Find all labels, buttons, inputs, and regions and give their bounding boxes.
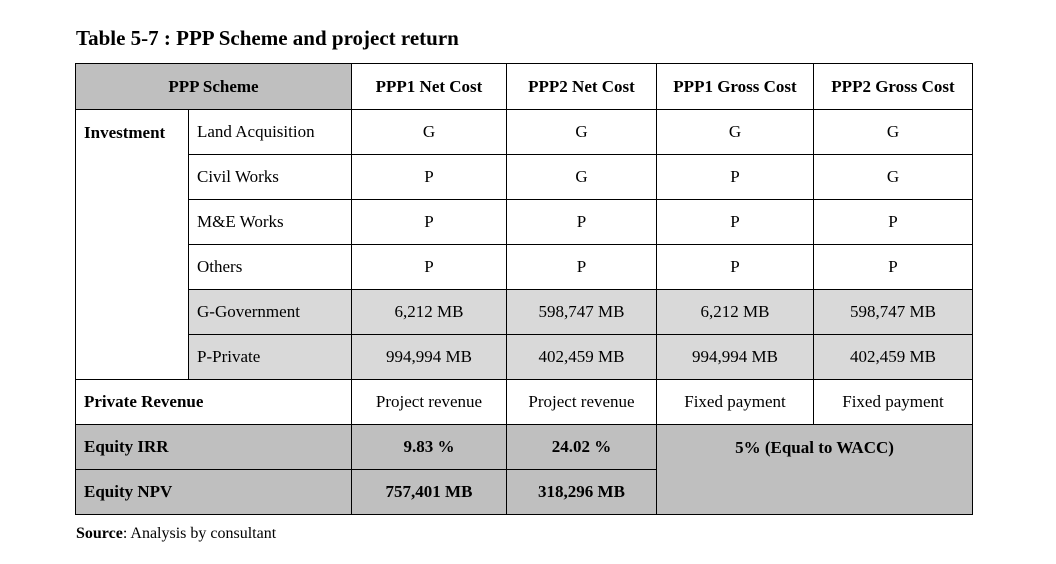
equity-npv-label: Equity NPV: [75, 469, 352, 515]
table-cell: Fixed payment: [813, 379, 973, 425]
table-row: Others P P P P: [76, 244, 973, 290]
table-cell: P: [813, 244, 973, 290]
header-ppp-scheme: PPP Scheme: [75, 63, 352, 110]
header-ppp1-gross-cost: PPP1 Gross Cost: [656, 63, 814, 110]
table-cell: Project revenue: [351, 379, 507, 425]
equity-npv-ppp2-net: 318,296 MB: [506, 469, 657, 515]
table-cell: 6,212 MB: [351, 289, 507, 335]
table-cell: 598,747 MB: [813, 289, 973, 335]
table-row: Equity IRR 9.83 % 24.02 % 5% (Equal to W…: [75, 424, 973, 515]
table-cell: P: [813, 199, 973, 245]
equity-irr-gross: 5% (Equal to WACC): [656, 424, 973, 515]
private-revenue-label: Private Revenue: [75, 379, 352, 425]
table-row: Private Revenue Project revenue Project …: [75, 379, 973, 425]
table-cell: P: [656, 154, 814, 200]
table-row: P-Private 994,994 MB 402,459 MB 994,994 …: [75, 334, 973, 380]
table-cell: P: [506, 199, 657, 245]
header-row: PPP Scheme PPP1 Net Cost PPP2 Net Cost P…: [75, 63, 973, 110]
equity-irr-label: Equity IRR: [75, 424, 352, 470]
table-cell: 994,994 MB: [656, 334, 814, 380]
table-cell: 598,747 MB: [506, 289, 657, 335]
table-cell: G: [656, 109, 814, 155]
equity-irr-ppp1-net: 9.83 %: [351, 424, 507, 470]
table-cell: P: [656, 244, 814, 290]
table-cell: G: [506, 109, 657, 155]
table-cell: G: [506, 154, 657, 200]
source-text: Analysis by consultant: [127, 525, 277, 542]
equity-irr-ppp2-net: 24.02 %: [506, 424, 657, 470]
header-ppp2-gross-cost: PPP2 Gross Cost: [813, 63, 973, 110]
row-label-private: P-Private: [188, 334, 352, 380]
table-cell: P: [351, 199, 507, 245]
table-cell: Project revenue: [506, 379, 657, 425]
table-cell: P: [656, 199, 814, 245]
source-label: Source: [76, 525, 123, 542]
row-label-others: Others: [188, 244, 352, 290]
row-label-me-works: M&E Works: [188, 199, 352, 245]
table-cell: 6,212 MB: [656, 289, 814, 335]
table-cell: 402,459 MB: [813, 334, 973, 380]
table-cell: G: [813, 154, 973, 200]
table-cell: Fixed payment: [656, 379, 814, 425]
row-label-civil-works: Civil Works: [188, 154, 352, 200]
header-ppp1-net-cost: PPP1 Net Cost: [351, 63, 507, 110]
table-cell: 994,994 MB: [351, 334, 507, 380]
table-cell: P: [351, 154, 507, 200]
ppp-scheme-table: PPP Scheme PPP1 Net Cost PPP2 Net Cost P…: [75, 63, 973, 515]
source-separator: :: [122, 525, 128, 542]
table-caption: Table 5-7 : PPP Scheme and project retur…: [76, 26, 459, 50]
table-cell: 402,459 MB: [506, 334, 657, 380]
table-cell: G: [813, 109, 973, 155]
table-cell: G: [351, 109, 507, 155]
source-note: Source: Analysis by consultant: [76, 525, 276, 543]
row-label-land-acquisition: Land Acquisition: [188, 109, 352, 155]
table-row: Civil Works P G P G: [76, 154, 973, 200]
table-cell: P: [351, 244, 507, 290]
header-ppp2-net-cost: PPP2 Net Cost: [506, 63, 657, 110]
table-row: M&E Works P P P P: [76, 199, 973, 245]
table-row: Investment Land Acquisition G G G G: [75, 109, 973, 380]
table-row: G-Government 6,212 MB 598,747 MB 6,212 M…: [75, 289, 973, 335]
row-label-government: G-Government: [188, 289, 352, 335]
equity-npv-ppp1-net: 757,401 MB: [351, 469, 507, 515]
investment-label: Investment: [75, 109, 189, 380]
table-cell: P: [506, 244, 657, 290]
